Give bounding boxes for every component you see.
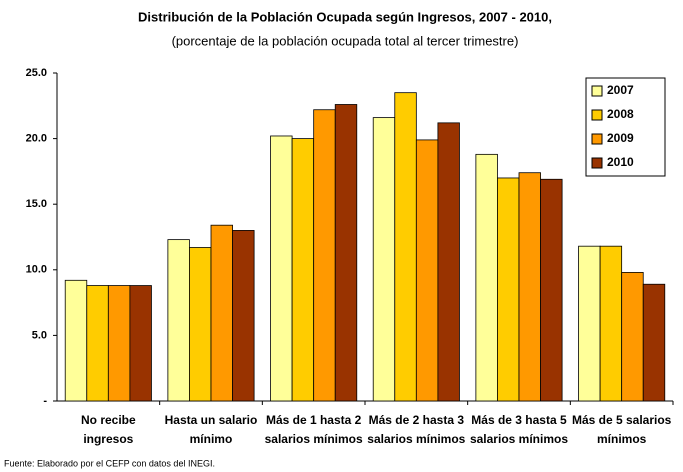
bar: [394, 92, 417, 402]
legend-swatch: [591, 109, 603, 121]
bar: [86, 285, 109, 402]
bar: [232, 230, 255, 402]
x-tick-label: Hasta un salario mínimo: [164, 413, 258, 446]
y-tick-label: 25.0: [26, 67, 47, 79]
bar: [64, 279, 88, 402]
x-tick-label: Más de 3 hasta 5 salarios mínimos: [469, 413, 568, 446]
bar: [372, 117, 396, 402]
bar: [189, 247, 212, 402]
y-tick-label: 15.0: [26, 198, 47, 210]
bar: [437, 122, 460, 402]
y-tick-label: -: [43, 395, 47, 407]
bar: [497, 177, 520, 402]
bar: [540, 178, 563, 402]
chart-title: Distribución de la Población Ocupada seg…: [138, 9, 552, 24]
bar: [129, 285, 152, 402]
source-note: Fuente: Elaborado por el CEFP con datos …: [4, 458, 215, 468]
x-tick-label: Más de 2 hasta 3 salarios mínimos: [367, 413, 466, 446]
bar: [107, 285, 131, 402]
bar: [334, 104, 358, 402]
legend-label: 2007: [607, 83, 634, 97]
bar: [313, 109, 336, 402]
x-tick-label: Más de 5 salarios mínimos: [571, 413, 672, 446]
y-tick-label: 10.0: [26, 264, 47, 276]
bar: [621, 272, 644, 402]
y-tick-label: 20.0: [26, 133, 47, 145]
legend-swatch: [591, 157, 603, 169]
x-tick-label: Más de 1 hasta 2 salarios mínimos: [264, 413, 363, 446]
bar: [642, 283, 666, 402]
chart-subtitle: (porcentaje de la población ocupada tota…: [172, 33, 519, 48]
bar: [518, 172, 541, 402]
legend-swatch: [591, 85, 603, 97]
bar: [475, 153, 498, 402]
y-tick-label: 5.0: [32, 329, 47, 341]
bar: [415, 139, 439, 402]
bar: [599, 245, 623, 402]
legend-swatch: [591, 133, 603, 145]
legend-label: 2009: [607, 131, 634, 145]
bar: [270, 135, 293, 402]
bar: [210, 224, 233, 402]
legend-label: 2008: [607, 107, 634, 121]
x-tick-label: No recibe ingresos: [80, 413, 136, 446]
bar: [291, 138, 315, 402]
bar: [578, 245, 601, 402]
bar: [167, 239, 190, 402]
legend-label: 2010: [607, 155, 634, 169]
